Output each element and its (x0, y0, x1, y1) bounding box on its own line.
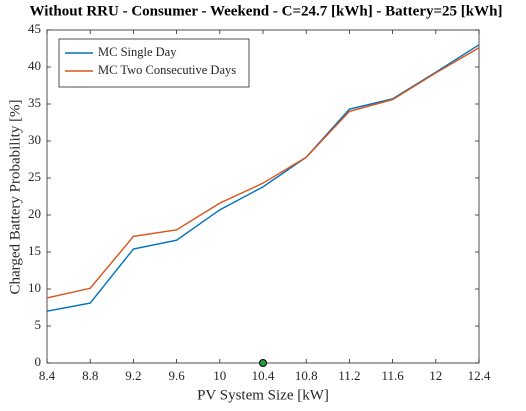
y-tick-label: 35 (28, 95, 41, 110)
legend-box (58, 38, 250, 88)
y-axis-label: Charged Battery Probability [%] (7, 99, 23, 294)
chart-title: Without RRU - Consumer - Weekend - C=24.… (30, 3, 503, 19)
x-tick-label: 12 (429, 368, 442, 383)
y-tick-label: 30 (28, 132, 41, 147)
y-tick-label: 0 (35, 354, 42, 369)
y-tick-label: 45 (28, 21, 41, 36)
x-tick-label: 11.2 (338, 368, 360, 383)
y-tick-label: 40 (28, 58, 41, 73)
line-series (46, 47, 480, 299)
y-tick-label: 25 (28, 169, 41, 184)
x-tick-label: 9.6 (168, 368, 185, 383)
x-tick-label: 12.4 (468, 368, 491, 383)
marker-point (259, 359, 267, 367)
legend-text: MC Two Consecutive Days (98, 63, 236, 77)
y-tick-label: 10 (28, 280, 41, 295)
x-tick-label: 11.6 (381, 368, 404, 383)
legend-text: MC Single Day (98, 45, 177, 59)
y-tick-label: 15 (28, 243, 41, 258)
x-tick-label: 8.8 (82, 368, 98, 383)
x-tick-label: 10.4 (252, 368, 275, 383)
y-tick-label: 20 (28, 206, 41, 221)
x-tick-label: 10 (213, 368, 226, 383)
x-tick-label: 10.8 (295, 368, 318, 383)
y-tick-label: 5 (35, 317, 42, 332)
x-tick-label: 9.2 (125, 368, 141, 383)
x-tick-label: 8.4 (39, 368, 56, 383)
x-axis-label: PV System Size [kW] (197, 387, 329, 403)
